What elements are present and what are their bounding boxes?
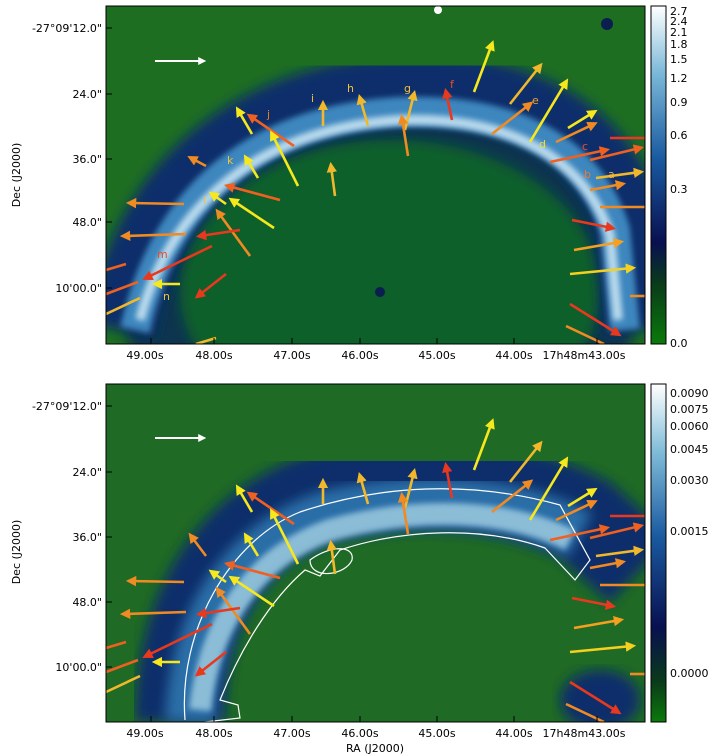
ra-tick: 46.00s bbox=[341, 349, 378, 362]
dec-tick: 48.0" bbox=[72, 216, 102, 229]
label-c: c bbox=[582, 140, 588, 153]
label-l: l bbox=[203, 194, 206, 207]
ra-tick: 49.00s bbox=[126, 727, 163, 740]
label-b: b bbox=[584, 168, 591, 181]
ra-tick: 17h48m43.00s bbox=[543, 349, 626, 362]
ra-tick: 47.00s bbox=[273, 349, 310, 362]
label-e: e bbox=[532, 94, 539, 107]
polarization-vectors-top bbox=[106, 40, 645, 344]
label-a: a bbox=[608, 168, 615, 181]
cbar-tick: 2.1 bbox=[670, 26, 688, 39]
cbar-tick: 0.0045 bbox=[670, 443, 709, 456]
dec-tick: 36.0" bbox=[72, 153, 102, 166]
label-i: i bbox=[311, 92, 314, 105]
bottom-dec-label: Dec (J2000) bbox=[10, 520, 23, 585]
label-h: h bbox=[347, 82, 354, 95]
ra-tick: 48.00s bbox=[195, 349, 232, 362]
ra-tick: 44.00s bbox=[495, 349, 532, 362]
top-ra-axis: 49.00s 48.00s 47.00s 46.00s 45.00s 44.00… bbox=[126, 349, 625, 362]
label-g: g bbox=[404, 82, 411, 95]
dec-tick: 24.0" bbox=[72, 466, 102, 479]
dec-tick: -27°09'12.0" bbox=[32, 22, 102, 35]
cbar-tick: 1.5 bbox=[670, 53, 688, 66]
dec-tick: 10'00.0" bbox=[55, 282, 102, 295]
cbar-tick: 0.0075 bbox=[670, 403, 709, 416]
ra-tick: 17h48m43.00s bbox=[543, 727, 626, 740]
ra-tick: 46.00s bbox=[341, 727, 378, 740]
dec-tick: -27°09'12.0" bbox=[32, 400, 102, 413]
bottom-image bbox=[106, 384, 645, 722]
dec-tick: 10'00.0" bbox=[55, 661, 102, 674]
ra-axis-label: RA (J2000) bbox=[346, 742, 404, 755]
dec-tick: 24.0" bbox=[72, 88, 102, 101]
dec-tick: 36.0" bbox=[72, 531, 102, 544]
cbar-tick: 0.0 bbox=[670, 337, 688, 350]
label-m: m bbox=[157, 248, 168, 261]
label-k: k bbox=[227, 154, 234, 167]
ra-tick: 49.00s bbox=[126, 349, 163, 362]
top-panel: a b c d e f g h i j k l m n -27°09'12.0"… bbox=[10, 5, 688, 362]
bottom-dec-axis: -27°09'12.0" 24.0" 36.0" 48.0" 10'00.0" bbox=[32, 400, 102, 674]
ra-tick: 47.00s bbox=[273, 727, 310, 740]
top-colorbar-ticks: 2.7 2.4 2.1 1.8 1.5 1.2 0.9 0.6 0.3 0.0 bbox=[670, 5, 688, 350]
top-image: a b c d e f g h i j k l m n bbox=[106, 6, 645, 344]
cbar-tick: 2.4 bbox=[670, 15, 688, 28]
ra-tick: 45.00s bbox=[418, 349, 455, 362]
top-dec-label: Dec (J2000) bbox=[10, 143, 23, 208]
label-n: n bbox=[163, 290, 170, 303]
bottom-ra-axis: 49.00s 48.00s 47.00s 46.00s 45.00s 44.00… bbox=[126, 727, 625, 740]
cbar-tick: 0.3 bbox=[670, 183, 688, 196]
label-j: j bbox=[266, 108, 270, 121]
cbar-tick: 0.0090 bbox=[670, 387, 709, 400]
cbar-tick: 1.8 bbox=[670, 38, 688, 51]
polarization-vectors-bottom bbox=[106, 418, 645, 722]
cbar-tick: 0.0015 bbox=[670, 525, 709, 538]
bottom-panel: -27°09'12.0" 24.0" 36.0" 48.0" 10'00.0" … bbox=[10, 383, 709, 755]
top-colorbar bbox=[650, 5, 667, 345]
label-d: d bbox=[539, 138, 546, 151]
bottom-colorbar bbox=[650, 383, 667, 723]
ra-tick: 44.00s bbox=[495, 727, 532, 740]
region-labels: a b c d e f g h i j k l m n bbox=[157, 78, 615, 303]
cbar-tick: 1.2 bbox=[670, 72, 688, 85]
ra-tick: 45.00s bbox=[418, 727, 455, 740]
dec-tick: 48.0" bbox=[72, 596, 102, 609]
bottom-colorbar-ticks: 0.0090 0.0075 0.0060 0.0045 0.0030 0.001… bbox=[670, 387, 709, 680]
cbar-tick: 2.7 bbox=[670, 5, 688, 18]
label-f: f bbox=[450, 78, 455, 91]
cbar-tick: 0.9 bbox=[670, 96, 688, 109]
emission-contour bbox=[183, 488, 591, 722]
ra-tick: 48.00s bbox=[195, 727, 232, 740]
cbar-tick: 0.0030 bbox=[670, 474, 709, 487]
top-dec-axis: -27°09'12.0" 24.0" 36.0" 48.0" 10'00.0" bbox=[32, 22, 102, 295]
cbar-tick: 0.6 bbox=[670, 129, 688, 142]
cbar-tick: 0.0060 bbox=[670, 420, 709, 433]
cbar-tick: 0.0000 bbox=[670, 667, 709, 680]
